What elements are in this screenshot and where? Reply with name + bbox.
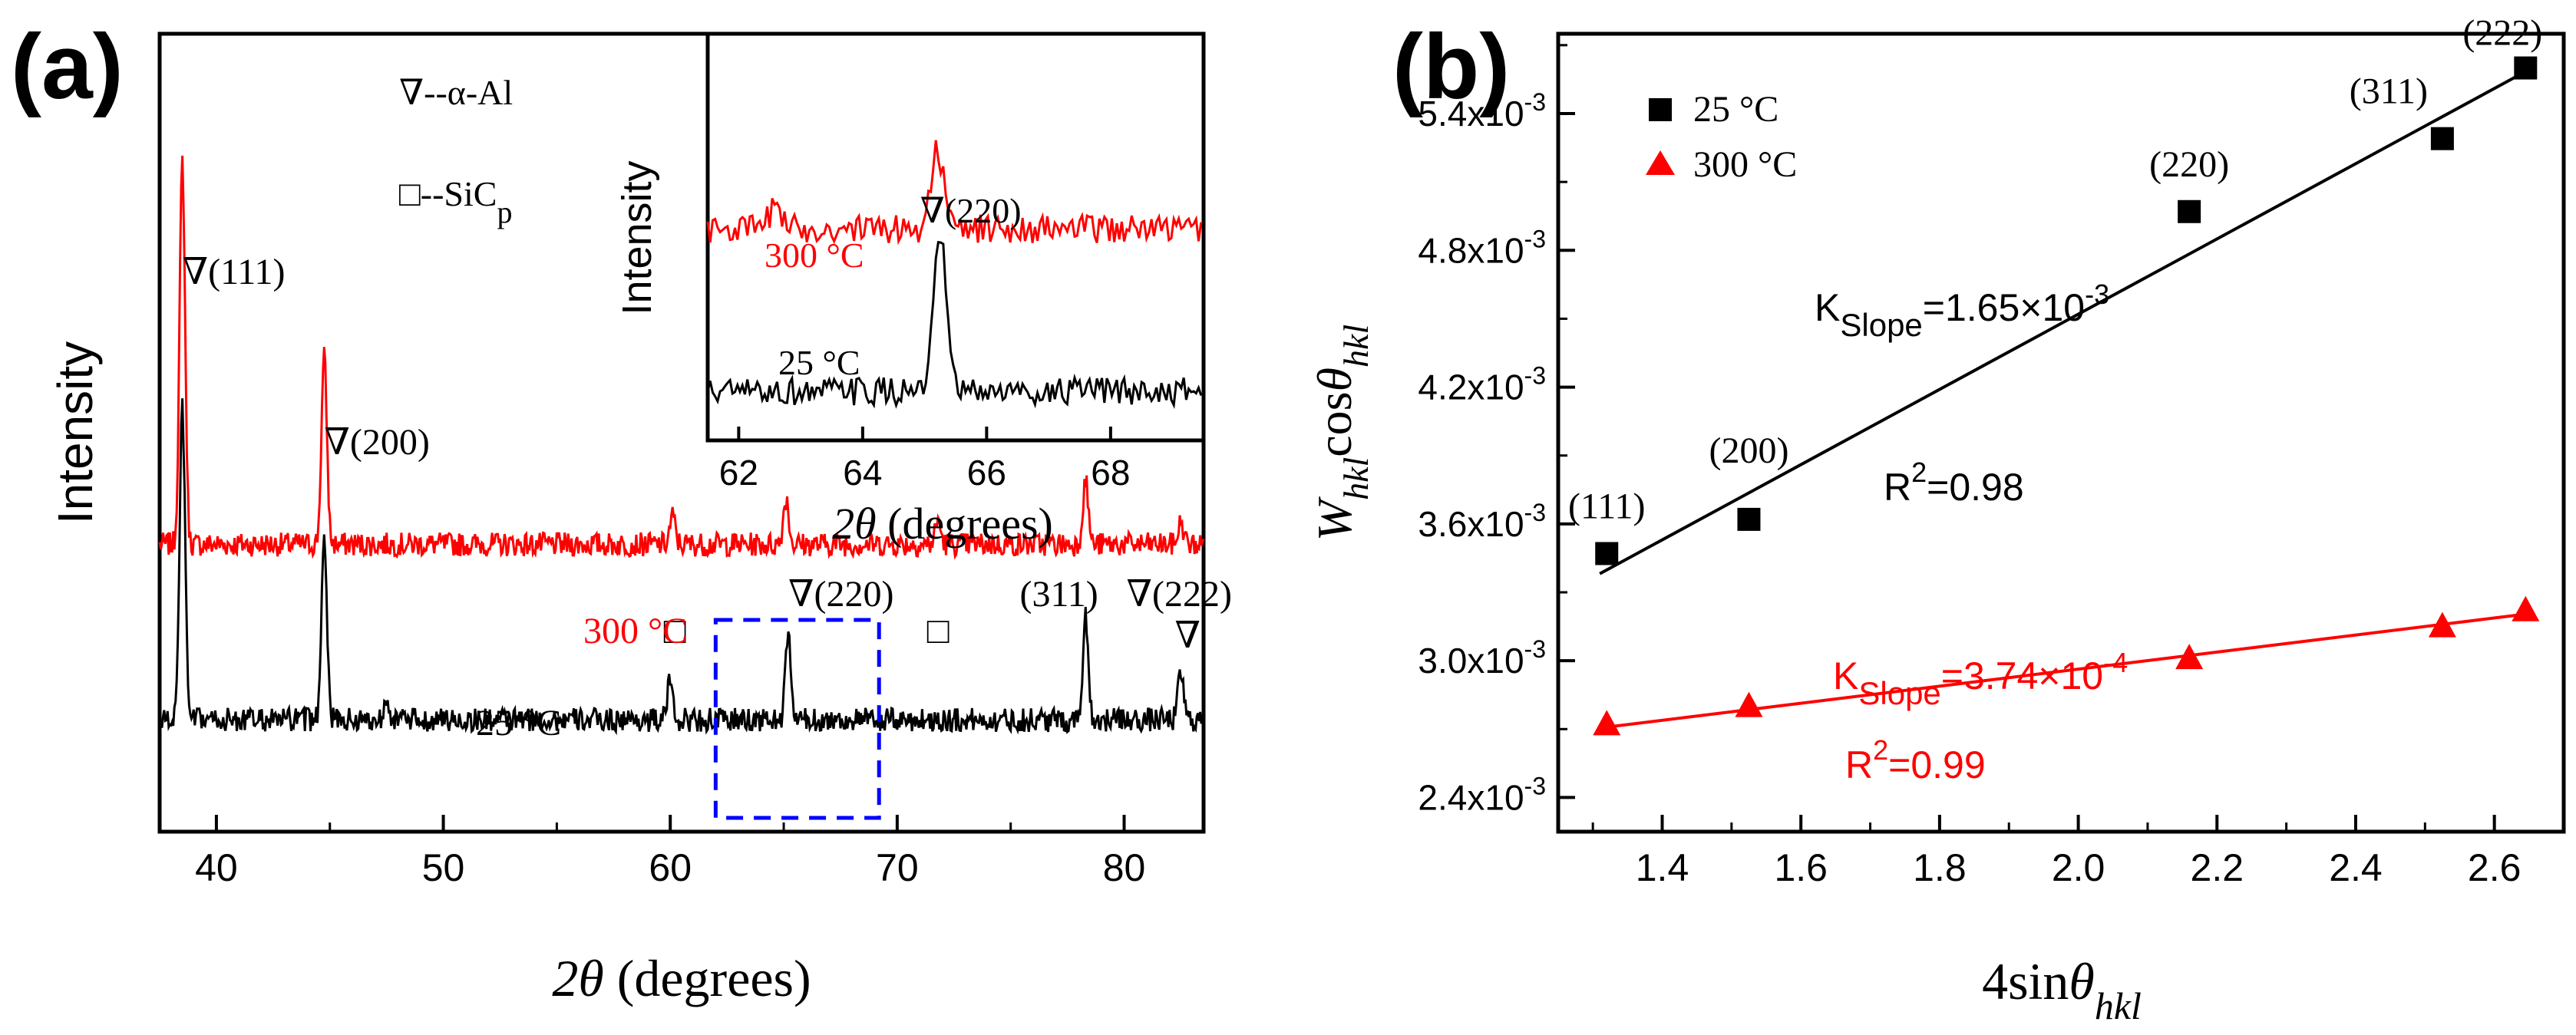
hkl-label: (311) bbox=[2350, 71, 2428, 112]
hkl-label: (111) bbox=[1568, 486, 1645, 526]
x-tick-label: 2.4 bbox=[2329, 846, 2383, 889]
inset-x-tick-label: 62 bbox=[719, 453, 758, 493]
panel-a-label: (a) bbox=[11, 15, 124, 118]
legend-sic: □--SiCp bbox=[399, 174, 512, 229]
inset-label-300c: 300 °C bbox=[765, 236, 864, 275]
panel-b-ylabel: Whklcosθhkl bbox=[1307, 325, 1376, 541]
y-tick-label: 3.6x10-3 bbox=[1418, 499, 1546, 544]
data-point-triangle bbox=[2175, 644, 2204, 670]
panel-b-labels: (111) (200) (220) (311) (222) KSlope=1.65×10-… bbox=[1568, 13, 2542, 786]
x-tick-label: 50 bbox=[422, 846, 465, 889]
series-label-300c: 300 °C bbox=[583, 611, 687, 651]
r2-label: R2=0.98 bbox=[1884, 457, 2024, 509]
panel-a-peak-annotations: ∇(111) ∇(200) ∇(220) (311) ∇(222)∇ □ □ bbox=[183, 252, 1232, 656]
panel-b-legend: 25 °C 300 °C bbox=[1646, 89, 1797, 185]
inset-annotations: ∇(220) bbox=[920, 191, 1022, 230]
slope-label: KSlope=1.65×10-3 bbox=[1815, 279, 2109, 343]
x-tick-label: 80 bbox=[1103, 846, 1146, 889]
panel-a-series-labels: 300 °C 25 °C bbox=[476, 611, 687, 743]
panel-a: (a) 40 50 60 70 80 ∇(111)∇(200)∇(220) (311) ∇(… bbox=[11, 15, 1232, 1007]
legend-label-300c: 300 °C bbox=[1693, 144, 1797, 185]
fit-line bbox=[1599, 68, 2530, 575]
peak-label: □ bbox=[664, 611, 686, 651]
peak-label: □ bbox=[927, 611, 949, 651]
data-point-triangle bbox=[2428, 611, 2456, 638]
legend-alpha-al: ∇--α-Al bbox=[399, 73, 513, 112]
data-point-square bbox=[1595, 542, 1619, 565]
x-tick-label: 2.0 bbox=[2052, 846, 2105, 889]
data-point-square bbox=[2514, 56, 2538, 80]
inset-x-ticks: 62 64 66 68 bbox=[719, 427, 1130, 493]
x-tick-label: 2.2 bbox=[2191, 846, 2244, 889]
x-tick-label: 1.6 bbox=[1774, 846, 1828, 889]
inset-xlabel: 2θ (degrees) bbox=[832, 499, 1053, 549]
x-tick-label: 70 bbox=[876, 846, 919, 889]
panel-b-label: (b) bbox=[1392, 15, 1510, 118]
peak-label: ∇(220) bbox=[788, 574, 893, 615]
y-tick-label: 2.4x10-3 bbox=[1418, 772, 1546, 817]
panel-b-xlabel: 4sinθhkl bbox=[1982, 952, 2142, 1027]
legend-label-25c: 25 °C bbox=[1693, 89, 1778, 130]
panel-b-points bbox=[1593, 56, 2540, 736]
x-tick-label: 2.6 bbox=[2468, 846, 2522, 889]
series-label-25c: 25 °C bbox=[476, 703, 561, 743]
peak-label: (311) bbox=[1020, 574, 1098, 615]
x-tick-label: 1.4 bbox=[1636, 846, 1689, 889]
panel-a-xlabel: 2θ (degrees) bbox=[552, 949, 811, 1007]
x-tick-label: 1.8 bbox=[1913, 846, 1967, 889]
x-tick-label: 40 bbox=[195, 846, 238, 889]
y-tick-label: 5.4x10-3 bbox=[1418, 88, 1546, 133]
peak-label: ∇(200) bbox=[324, 422, 429, 463]
x-tick-label: 60 bbox=[649, 846, 692, 889]
inset-x-tick-label: 64 bbox=[843, 453, 882, 493]
inset-curve bbox=[706, 140, 1203, 246]
panel-b-ticks: 1.4 1.6 1.8 2.0 2.2 2.4 2.6 2.4x10-3 3.0x10-3 3.6… bbox=[1418, 44, 2522, 889]
inset-x-tick-label: 66 bbox=[967, 453, 1006, 493]
data-point-triangle bbox=[1735, 691, 1763, 717]
xrd-curve bbox=[158, 155, 1205, 560]
hkl-label: (200) bbox=[1709, 430, 1788, 471]
r2-label: R2=0.99 bbox=[1845, 734, 1986, 786]
data-point-square bbox=[2178, 199, 2201, 223]
inset-chart: 62 64 66 68 ∇(220) 300 °C 25 °C Intensity 2θ… bbox=[614, 31, 1206, 549]
data-point-triangle bbox=[1593, 710, 1621, 736]
y-tick-label: 3.0x10-3 bbox=[1418, 635, 1546, 681]
panel-b: (b) 1.4 1.6 1.8 2.0 2.2 2.4 2.6 2.4x10-3 3.0x10-… bbox=[1307, 13, 2566, 1027]
inset-x-tick-label: 68 bbox=[1091, 453, 1130, 493]
slope-label: KSlope=3.74×10-4 bbox=[1833, 647, 2128, 711]
hkl-label: (220) bbox=[2149, 144, 2229, 185]
panel-a-ylabel: Intensity bbox=[48, 341, 103, 524]
inset-curve bbox=[706, 241, 1203, 410]
legend-triangle bbox=[1646, 150, 1675, 175]
xrd-curve bbox=[158, 398, 1205, 736]
inset-highlight-box bbox=[713, 618, 881, 820]
y-tick-label: 4.2x10-3 bbox=[1418, 362, 1546, 407]
data-point-triangle bbox=[2512, 595, 2540, 621]
data-point-square bbox=[2430, 127, 2454, 150]
panel-b-frame bbox=[1556, 31, 2566, 834]
panel-a-legend: ∇--α-Al □--SiCp bbox=[399, 73, 513, 229]
data-point-square bbox=[1737, 507, 1761, 531]
panel-a-x-ticks: 40 50 60 70 80 bbox=[195, 815, 1145, 889]
inset-label-25c: 25 °C bbox=[778, 343, 860, 382]
y-tick-label: 4.8x10-3 bbox=[1418, 225, 1546, 270]
peak-label: ∇ bbox=[1175, 615, 1201, 656]
panel-a-curves bbox=[158, 155, 1205, 736]
inset-peak-label: ∇(220) bbox=[920, 191, 1022, 230]
inset-ylabel: Intensity bbox=[614, 160, 660, 315]
peak-label: ∇(111) bbox=[183, 252, 286, 292]
hkl-label: (222) bbox=[2462, 13, 2542, 54]
inset-curves bbox=[706, 140, 1203, 410]
legend-square bbox=[1649, 98, 1672, 121]
peak-label: ∇(222) bbox=[1126, 574, 1231, 615]
inset-series-labels: 300 °C 25 °C bbox=[765, 236, 864, 382]
